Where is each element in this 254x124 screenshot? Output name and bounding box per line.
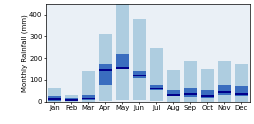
Bar <box>200 90 213 98</box>
Bar <box>133 75 145 76</box>
Bar <box>82 95 94 99</box>
Bar <box>48 98 60 100</box>
Bar <box>234 64 247 102</box>
Bar <box>82 98 94 99</box>
Bar <box>65 99 77 101</box>
Bar <box>82 71 94 102</box>
Bar <box>116 4 128 99</box>
Bar <box>166 90 179 96</box>
Bar <box>183 61 196 102</box>
Bar <box>99 69 111 71</box>
Bar <box>149 88 162 89</box>
Bar <box>99 34 111 101</box>
Bar <box>200 69 213 102</box>
Bar <box>48 96 60 101</box>
Bar <box>234 93 247 95</box>
Bar <box>217 85 230 95</box>
Bar <box>183 88 196 97</box>
Bar <box>116 54 128 69</box>
Bar <box>99 64 111 85</box>
Bar <box>65 98 77 101</box>
Bar <box>149 48 162 101</box>
Bar <box>183 93 196 95</box>
Bar <box>200 95 213 97</box>
Y-axis label: Monthly Rainfall (mm): Monthly Rainfall (mm) <box>21 14 27 92</box>
Bar <box>149 85 162 90</box>
Bar <box>65 95 77 102</box>
Bar <box>166 94 179 96</box>
Bar <box>217 61 230 102</box>
Bar <box>116 67 128 69</box>
Bar <box>234 86 247 96</box>
Bar <box>166 70 179 102</box>
Bar <box>133 19 145 99</box>
Bar <box>48 88 60 102</box>
Bar <box>133 71 145 78</box>
Bar <box>217 91 230 93</box>
